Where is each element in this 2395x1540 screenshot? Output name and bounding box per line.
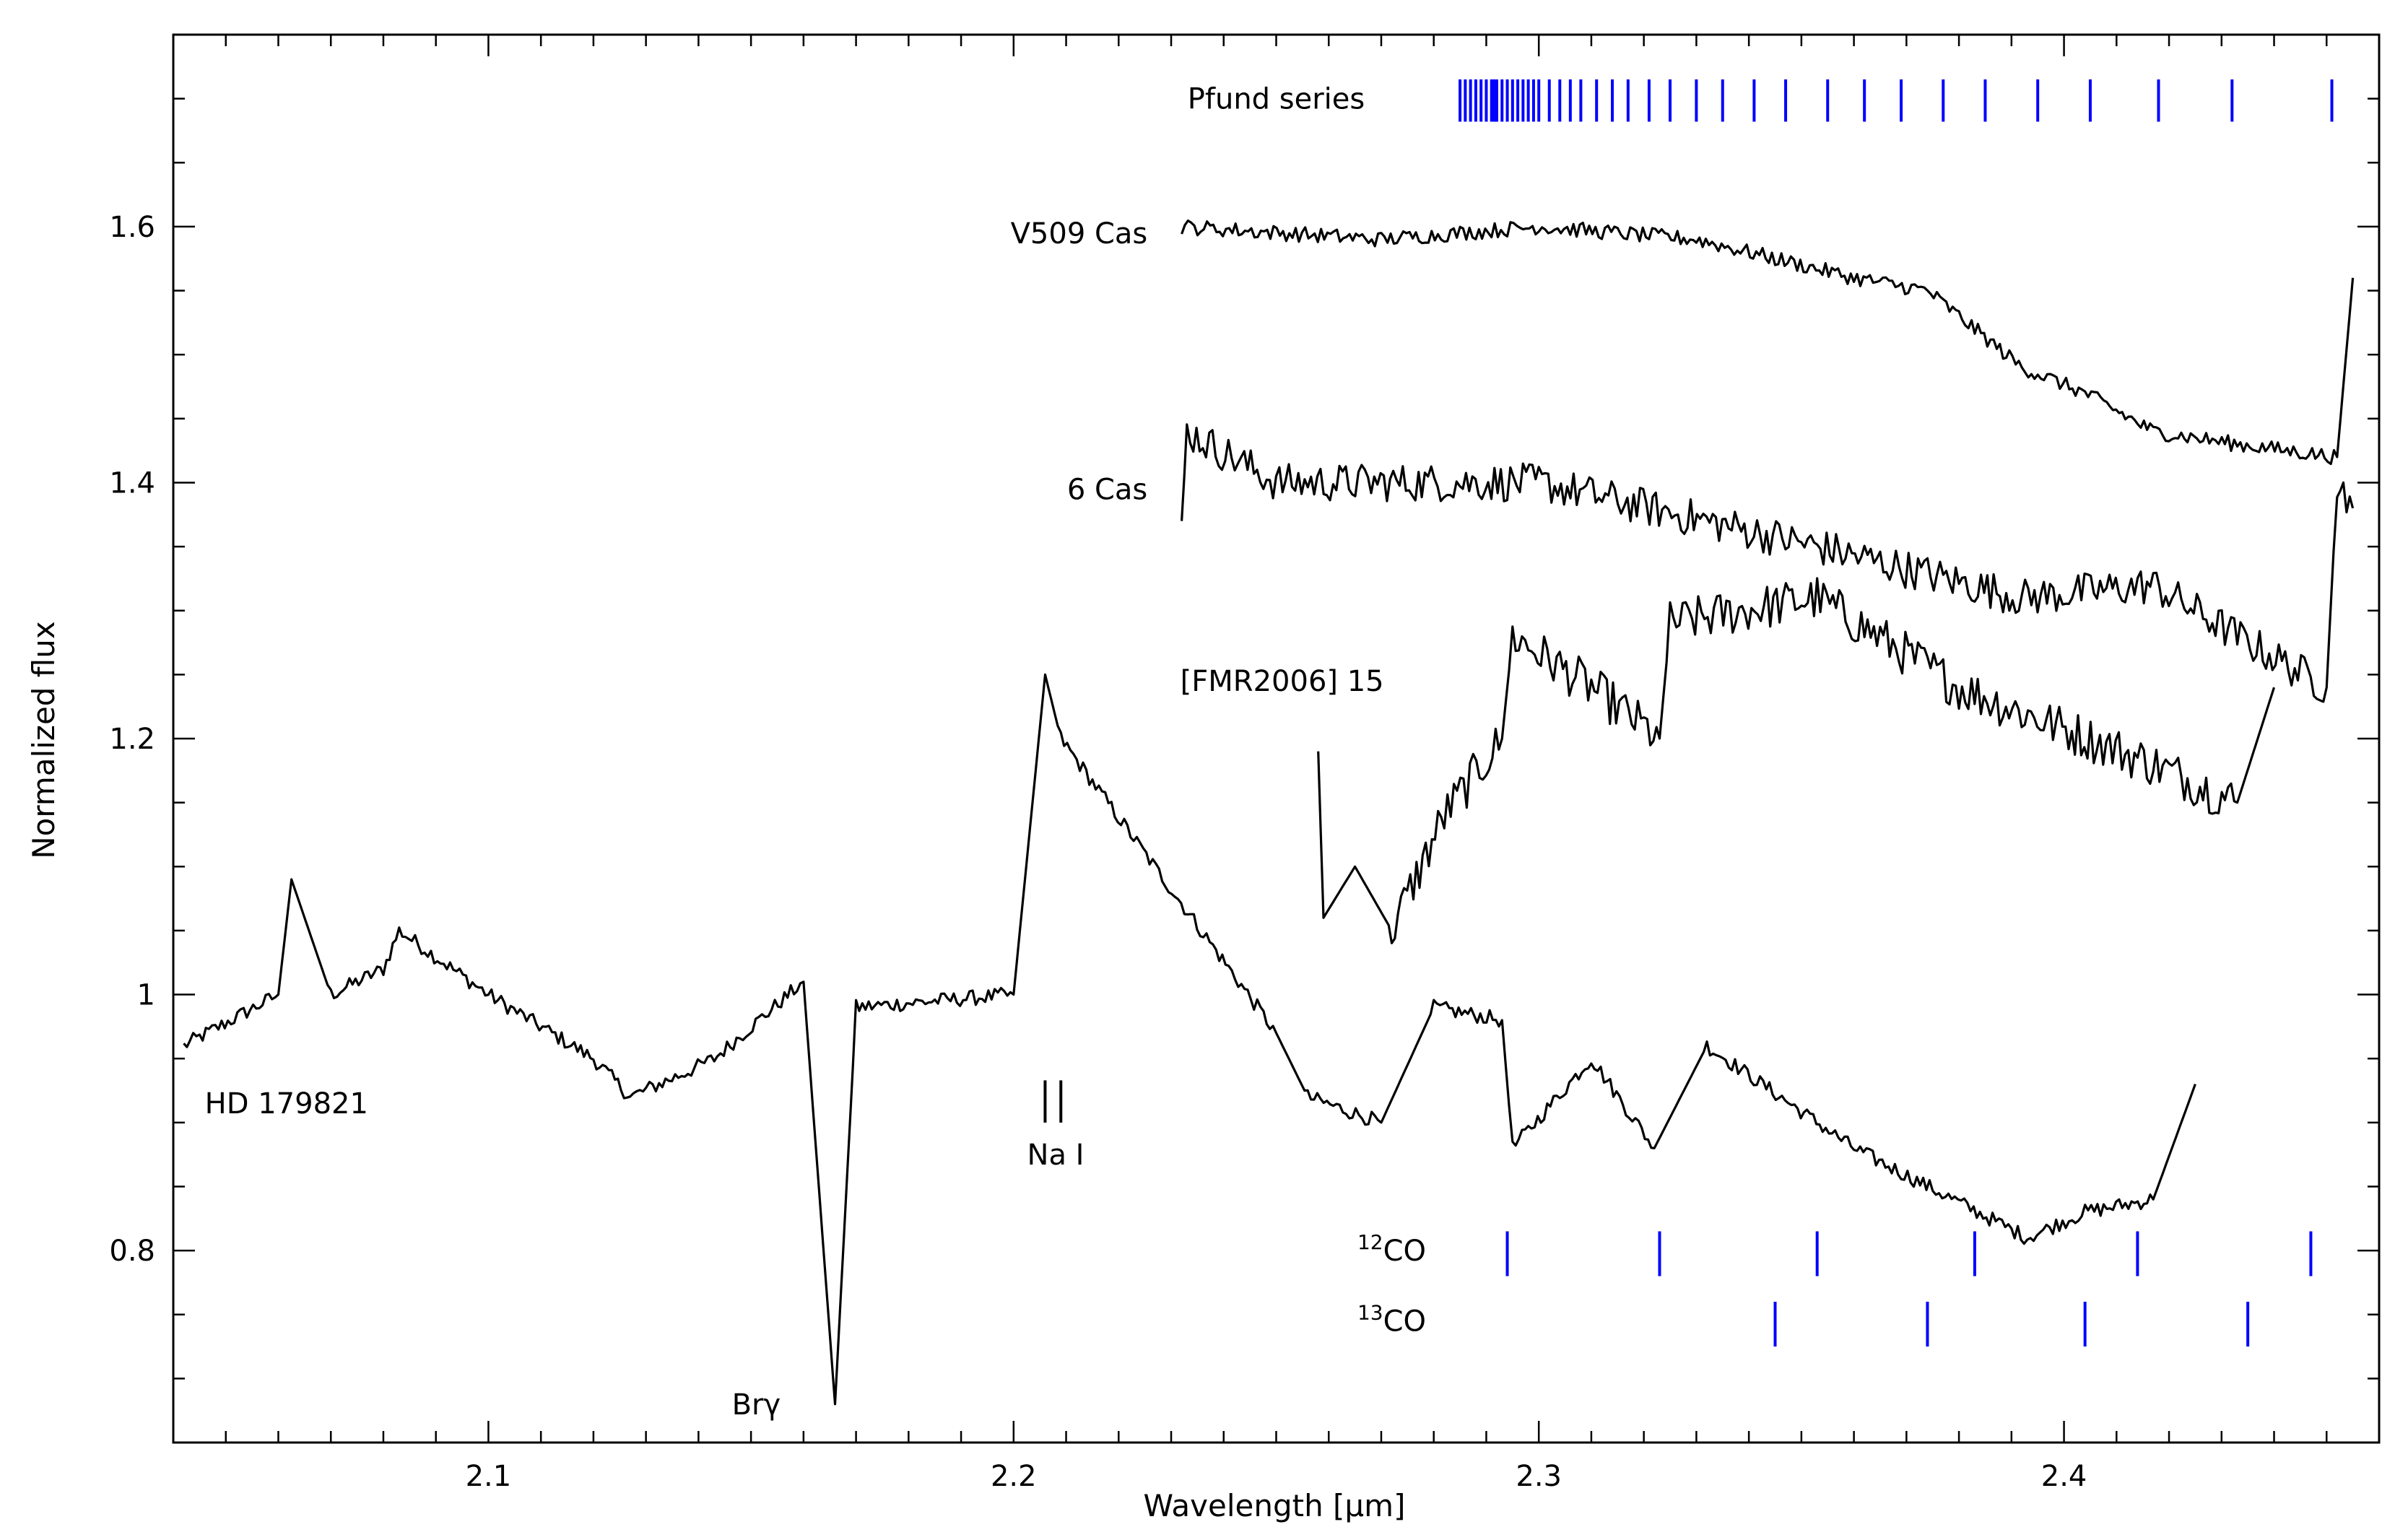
x-tick-label: 2.2 [991, 1460, 1037, 1493]
tick-labels: 2.1 2.2 2.3 2.4 0.8 1 1.2 1.4 1.6 [109, 211, 2087, 1493]
y-tick-label: 1 [137, 979, 155, 1012]
annotation-label: Brγ [732, 1388, 781, 1422]
x-tick-label: 2.3 [1516, 1460, 1562, 1493]
y-tick-label: 1.2 [109, 723, 155, 756]
annotations: HD 179821 [FMR2006] 15 6 Cas V509 Cas Pfund … [205, 83, 1426, 1422]
spectra [183, 219, 2355, 1406]
spectrum-line [1181, 423, 2355, 703]
y-axis-label: Normalized flux [26, 621, 61, 858]
plot-frame [172, 33, 2381, 1444]
x-tick-label: 2.1 [466, 1460, 512, 1493]
series-label: V509 Cas [1011, 217, 1148, 251]
spectrum-line [183, 673, 2196, 1406]
series-label: HD 179821 [205, 1087, 368, 1121]
x-tick-label: 2.4 [2041, 1460, 2087, 1493]
annotation-label: 13CO [1357, 1301, 1426, 1339]
x-axis-label: Wavelength [μm] [1144, 1488, 1406, 1523]
annotation-label: Na I [1027, 1139, 1085, 1172]
y-tick-label: 0.8 [109, 1235, 155, 1268]
y-tick-label: 1.4 [109, 466, 155, 500]
series-label: 6 Cas [1067, 473, 1147, 506]
annotation-label: Pfund series [1188, 83, 1365, 116]
axis-ticks [173, 33, 2381, 1443]
spectrum-line [1181, 219, 2355, 466]
line-markers [1043, 79, 2334, 1347]
spectrum-line [1317, 577, 2276, 944]
annotation-label: 12CO [1357, 1230, 1426, 1268]
y-tick-label: 1.6 [109, 211, 155, 244]
series-label: [FMR2006] 15 [1181, 665, 1384, 698]
